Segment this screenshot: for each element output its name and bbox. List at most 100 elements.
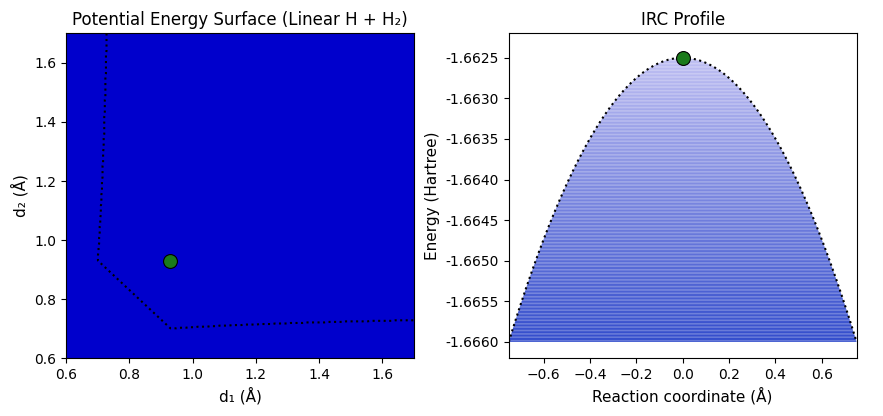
Polygon shape bbox=[619, 95, 746, 96]
Polygon shape bbox=[576, 164, 790, 166]
Polygon shape bbox=[530, 277, 836, 278]
Polygon shape bbox=[513, 328, 853, 329]
Polygon shape bbox=[577, 160, 788, 161]
Polygon shape bbox=[612, 103, 753, 105]
Polygon shape bbox=[587, 141, 778, 143]
Polygon shape bbox=[562, 193, 804, 194]
Polygon shape bbox=[640, 73, 725, 75]
Polygon shape bbox=[565, 187, 801, 188]
Polygon shape bbox=[670, 58, 695, 59]
Polygon shape bbox=[524, 295, 842, 297]
Polygon shape bbox=[550, 221, 815, 223]
Polygon shape bbox=[539, 253, 827, 254]
Polygon shape bbox=[521, 302, 844, 304]
Polygon shape bbox=[509, 338, 856, 339]
Polygon shape bbox=[596, 127, 770, 129]
Polygon shape bbox=[521, 301, 844, 302]
Polygon shape bbox=[575, 166, 790, 167]
Polygon shape bbox=[542, 243, 824, 244]
Polygon shape bbox=[561, 197, 805, 198]
Polygon shape bbox=[610, 106, 756, 107]
Polygon shape bbox=[516, 318, 849, 319]
Polygon shape bbox=[566, 184, 799, 186]
Polygon shape bbox=[580, 156, 786, 157]
Polygon shape bbox=[607, 110, 758, 112]
Polygon shape bbox=[645, 69, 720, 71]
Polygon shape bbox=[552, 217, 813, 218]
Polygon shape bbox=[534, 262, 831, 264]
Polygon shape bbox=[517, 315, 849, 316]
Polygon shape bbox=[553, 214, 812, 215]
Polygon shape bbox=[545, 234, 820, 235]
Polygon shape bbox=[602, 117, 763, 119]
Polygon shape bbox=[553, 215, 813, 217]
Polygon shape bbox=[608, 109, 758, 110]
Polygon shape bbox=[658, 62, 707, 64]
Polygon shape bbox=[570, 174, 795, 176]
Polygon shape bbox=[579, 157, 786, 158]
Polygon shape bbox=[592, 133, 773, 134]
Polygon shape bbox=[517, 313, 848, 315]
Polygon shape bbox=[547, 231, 819, 233]
Polygon shape bbox=[509, 339, 857, 340]
Polygon shape bbox=[536, 258, 829, 260]
Polygon shape bbox=[547, 230, 819, 231]
Polygon shape bbox=[540, 248, 826, 250]
Polygon shape bbox=[604, 114, 761, 116]
Polygon shape bbox=[540, 250, 826, 251]
Polygon shape bbox=[609, 107, 757, 109]
Polygon shape bbox=[567, 181, 798, 183]
Polygon shape bbox=[519, 308, 846, 309]
Polygon shape bbox=[569, 178, 796, 180]
Polygon shape bbox=[630, 82, 735, 83]
Polygon shape bbox=[510, 335, 855, 336]
Polygon shape bbox=[543, 240, 822, 241]
Polygon shape bbox=[578, 158, 787, 160]
Title: IRC Profile: IRC Profile bbox=[640, 11, 725, 29]
Polygon shape bbox=[556, 206, 809, 207]
Polygon shape bbox=[580, 154, 785, 156]
Polygon shape bbox=[625, 88, 740, 89]
Polygon shape bbox=[574, 167, 791, 168]
Polygon shape bbox=[541, 244, 824, 245]
Polygon shape bbox=[531, 272, 834, 274]
Polygon shape bbox=[577, 161, 789, 163]
Polygon shape bbox=[512, 330, 854, 332]
Polygon shape bbox=[546, 233, 819, 234]
Polygon shape bbox=[629, 83, 736, 85]
Polygon shape bbox=[524, 294, 841, 295]
Polygon shape bbox=[518, 309, 847, 311]
Polygon shape bbox=[555, 210, 811, 211]
Polygon shape bbox=[549, 224, 816, 225]
Y-axis label: d₂ (Å): d₂ (Å) bbox=[11, 174, 28, 217]
Polygon shape bbox=[606, 112, 759, 113]
Polygon shape bbox=[584, 149, 781, 150]
Polygon shape bbox=[520, 304, 845, 305]
Polygon shape bbox=[613, 102, 752, 103]
Polygon shape bbox=[534, 264, 831, 265]
Polygon shape bbox=[585, 147, 781, 149]
Polygon shape bbox=[655, 64, 710, 65]
Polygon shape bbox=[554, 213, 811, 214]
Polygon shape bbox=[544, 238, 822, 240]
Polygon shape bbox=[525, 288, 840, 289]
Polygon shape bbox=[637, 76, 728, 78]
Polygon shape bbox=[611, 105, 754, 106]
Polygon shape bbox=[551, 218, 814, 220]
Polygon shape bbox=[633, 79, 732, 81]
Polygon shape bbox=[601, 119, 764, 120]
Polygon shape bbox=[628, 85, 737, 86]
Polygon shape bbox=[516, 319, 850, 321]
Polygon shape bbox=[558, 203, 807, 204]
Polygon shape bbox=[530, 275, 835, 277]
Polygon shape bbox=[615, 99, 750, 100]
Polygon shape bbox=[545, 235, 820, 237]
Polygon shape bbox=[544, 237, 821, 238]
Polygon shape bbox=[538, 254, 827, 255]
Polygon shape bbox=[513, 326, 852, 328]
Polygon shape bbox=[603, 116, 762, 117]
X-axis label: d₁ (Å): d₁ (Å) bbox=[218, 387, 261, 405]
Polygon shape bbox=[532, 268, 833, 270]
Polygon shape bbox=[563, 190, 802, 191]
Polygon shape bbox=[539, 251, 826, 253]
